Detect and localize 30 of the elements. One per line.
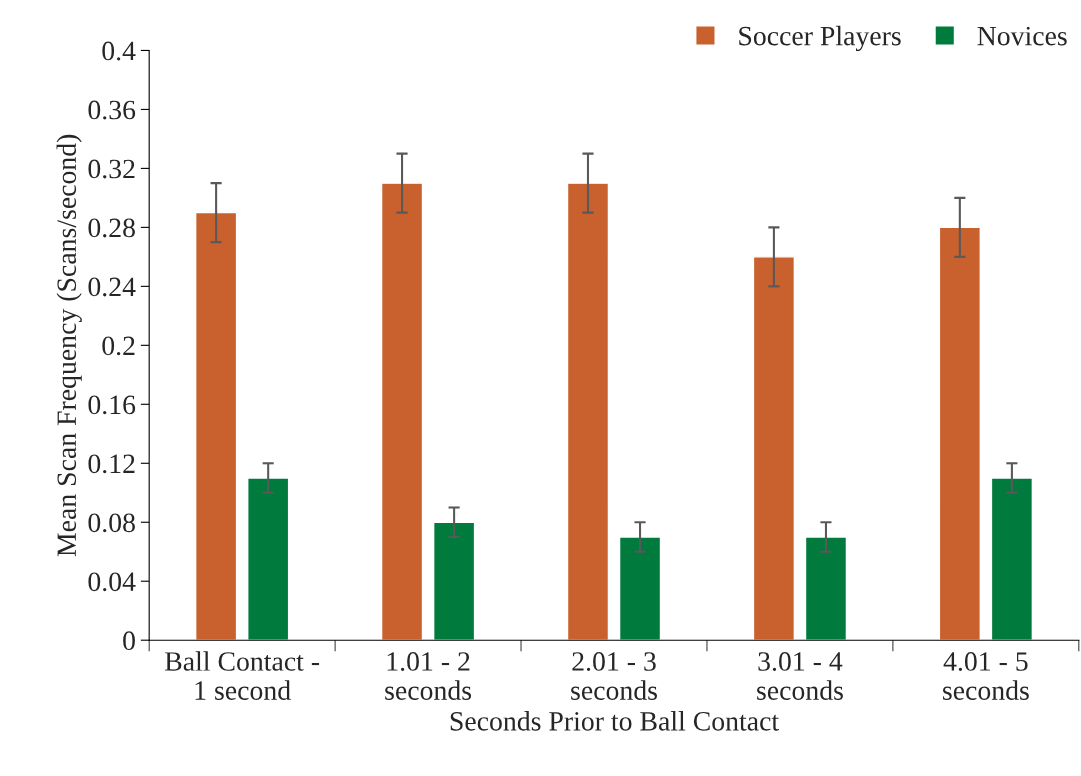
- y-tick-label: 0.32: [88, 159, 135, 179]
- bar: [380, 182, 424, 641]
- legend-label: Novices: [977, 26, 1067, 46]
- y-tick-label: 0.04: [88, 572, 136, 592]
- x-tick-label: 1.01 - 2 seconds: [385, 652, 472, 700]
- bar: [990, 477, 1034, 641]
- bar: [618, 536, 662, 641]
- y-tick-label: 0.4: [102, 41, 136, 61]
- bar: [432, 521, 476, 641]
- bar: [938, 226, 981, 641]
- legend-label: Soccer Players: [739, 25, 901, 52]
- x-tick-label: Ball Contact - 1 second: [165, 651, 320, 700]
- bar: [566, 182, 610, 641]
- bar: [752, 256, 796, 641]
- bar: [194, 211, 238, 641]
- bar: [804, 536, 848, 641]
- y-tick-label: 0.28: [88, 218, 135, 238]
- y-tick-label: 0.36: [88, 100, 136, 120]
- y-tick-label: 0.16: [88, 395, 136, 415]
- y-tick-label: 0.2: [102, 336, 135, 356]
- y-tick-label: 0.24: [88, 277, 136, 297]
- x-tick-label: 3.01 - 4 seconds: [757, 652, 843, 700]
- x-tick-label: 4.01 - 5 seconds: [943, 652, 1029, 700]
- bar: [247, 477, 290, 641]
- x-tick-label: 2.01 - 3 seconds: [571, 652, 657, 700]
- y-tick-label: 0.08: [88, 513, 135, 533]
- x-axis-title: Seconds Prior to Ball Contact: [450, 711, 779, 731]
- y-tick-label: 0.12: [88, 454, 135, 474]
- y-tick-label: 0: [123, 631, 135, 651]
- y-axis-title: Mean Scan Frequency (Scans/second): [56, 134, 82, 557]
